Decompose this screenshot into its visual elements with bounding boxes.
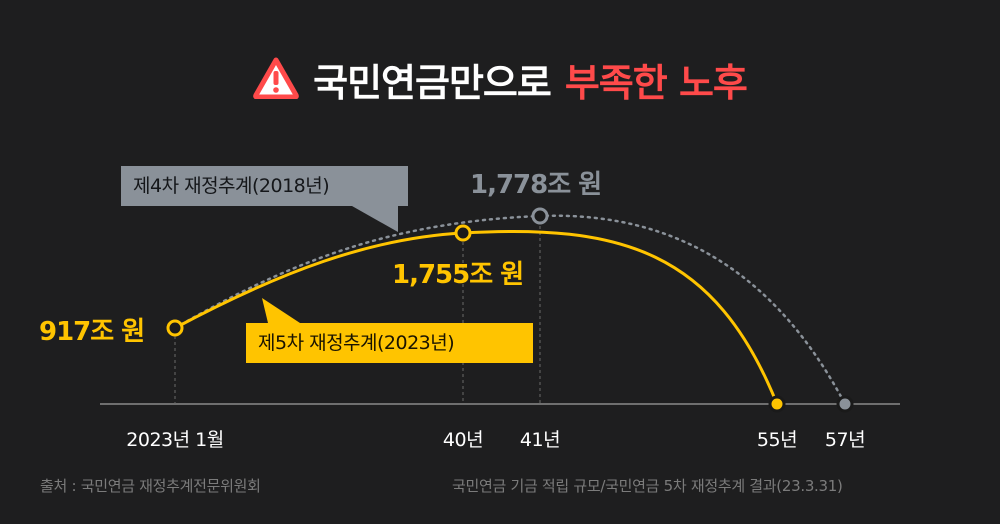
x-tick-57: 57년 (825, 429, 865, 451)
point-2023-peak (454, 224, 472, 242)
title-part-1: 국민연금만으로 (313, 61, 552, 105)
warning-icon (253, 57, 299, 103)
page-title: 국민연금만으로 부족한 노후 (0, 52, 1000, 107)
source-right: 국민연금 기금 적립 규모/국민연금 5차 재정추계 결과(23.3.31) (452, 477, 843, 495)
x-tick-40: 40년 (443, 429, 483, 451)
point-2023-end (768, 395, 786, 413)
point-2023-start (166, 319, 184, 337)
title-part-2: 부족한 노후 (564, 61, 748, 105)
callout-2023-pointer (262, 298, 300, 323)
point-2018-peak (531, 207, 549, 225)
x-tick-55: 55년 (757, 429, 797, 451)
legend-callout-2018: 제4차 재정추계(2018년) (121, 166, 408, 206)
x-tick-2023-jan: 2023년 1월 (126, 429, 223, 451)
series-2023-line (174, 229, 779, 405)
callout-2018-pointer (352, 206, 398, 232)
label-1778: 1,778조 원 (470, 170, 601, 200)
legend-callout-2023: 제5차 재정추계(2023년) (246, 323, 533, 363)
point-2018-end (836, 395, 854, 413)
label-917: 917조 원 (39, 317, 144, 347)
label-1755: 1,755조 원 (392, 260, 523, 290)
x-tick-41: 41년 (520, 429, 560, 451)
source-left: 출처 : 국민연금 재정추계전문위원회 (40, 477, 261, 495)
